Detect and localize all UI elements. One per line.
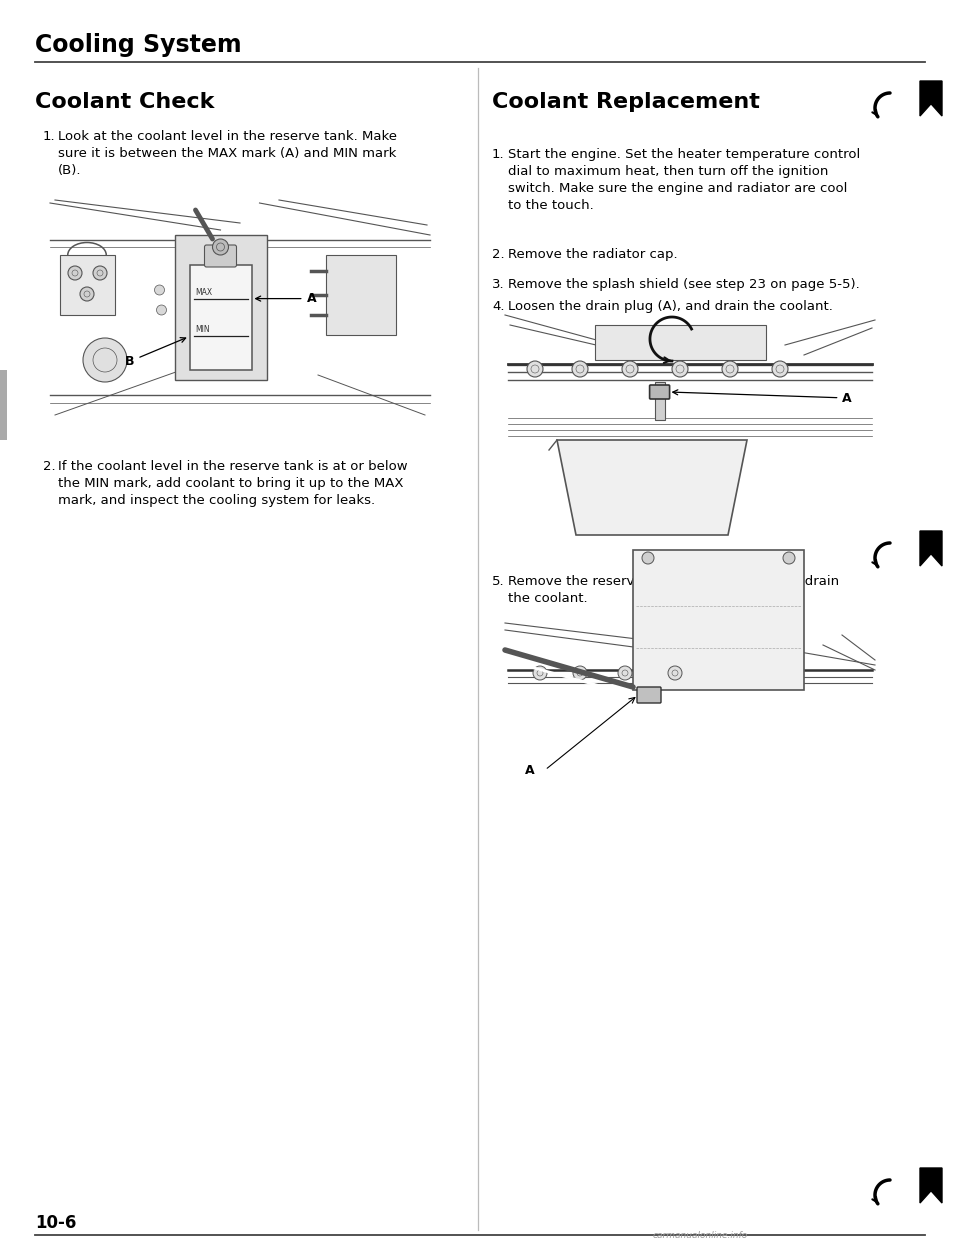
Text: 2.: 2. <box>43 460 56 473</box>
FancyBboxPatch shape <box>175 235 267 380</box>
Text: B: B <box>125 338 185 368</box>
Circle shape <box>155 284 164 296</box>
Text: Coolant Check: Coolant Check <box>35 92 214 112</box>
Circle shape <box>68 266 82 279</box>
Text: Start the engine. Set the heater temperature control
dial to maximum heat, then : Start the engine. Set the heater tempera… <box>508 148 860 212</box>
FancyBboxPatch shape <box>60 255 115 315</box>
Polygon shape <box>920 81 942 116</box>
Circle shape <box>618 666 632 681</box>
Text: 4.: 4. <box>492 301 505 313</box>
Text: Look at the coolant level in the reserve tank. Make
sure it is between the MAX m: Look at the coolant level in the reserve… <box>58 130 397 178</box>
Text: MAX: MAX <box>196 288 213 297</box>
FancyBboxPatch shape <box>189 265 252 370</box>
Polygon shape <box>920 532 942 566</box>
Circle shape <box>80 287 94 301</box>
FancyBboxPatch shape <box>633 550 804 691</box>
Circle shape <box>642 551 654 564</box>
Text: 10-6: 10-6 <box>35 1213 77 1232</box>
Circle shape <box>573 666 587 681</box>
FancyBboxPatch shape <box>500 310 880 550</box>
Circle shape <box>156 306 166 315</box>
Circle shape <box>533 666 547 681</box>
Text: 1.: 1. <box>43 130 56 143</box>
Circle shape <box>668 666 682 681</box>
Circle shape <box>572 361 588 378</box>
Text: 2.: 2. <box>492 248 505 261</box>
Circle shape <box>527 361 543 378</box>
Text: If the coolant level in the reserve tank is at or below
the MIN mark, add coolan: If the coolant level in the reserve tank… <box>58 460 408 507</box>
Text: 3.: 3. <box>492 278 505 291</box>
FancyBboxPatch shape <box>0 370 7 440</box>
Text: Remove the reserve tank drain cap (A), and drain
the coolant.: Remove the reserve tank drain cap (A), a… <box>508 575 839 605</box>
FancyBboxPatch shape <box>637 687 661 703</box>
Circle shape <box>722 361 738 378</box>
Circle shape <box>622 361 638 378</box>
Circle shape <box>672 361 688 378</box>
Text: Remove the splash shield (see step 23 on page 5-5).: Remove the splash shield (see step 23 on… <box>508 278 860 291</box>
Text: Coolant Replacement: Coolant Replacement <box>492 92 760 112</box>
Text: A: A <box>673 390 852 405</box>
Text: Remove the radiator cap.: Remove the radiator cap. <box>508 248 678 261</box>
Circle shape <box>212 238 228 255</box>
FancyBboxPatch shape <box>595 325 766 360</box>
FancyBboxPatch shape <box>204 245 236 267</box>
Text: A: A <box>525 764 535 776</box>
Text: 5.: 5. <box>492 575 505 587</box>
Circle shape <box>783 551 795 564</box>
FancyBboxPatch shape <box>45 195 435 435</box>
Circle shape <box>93 266 107 279</box>
Circle shape <box>772 361 788 378</box>
FancyBboxPatch shape <box>650 385 670 399</box>
Text: Loosen the drain plug (A), and drain the coolant.: Loosen the drain plug (A), and drain the… <box>508 301 833 313</box>
Polygon shape <box>557 440 747 535</box>
Text: MIN: MIN <box>196 325 210 334</box>
FancyBboxPatch shape <box>655 383 664 420</box>
Polygon shape <box>920 1167 942 1203</box>
Text: A: A <box>255 292 316 306</box>
Text: Cooling System: Cooling System <box>35 34 242 57</box>
Text: carmanualonline.info: carmanualonline.info <box>653 1231 748 1240</box>
Text: 1.: 1. <box>492 148 505 161</box>
FancyBboxPatch shape <box>325 255 396 335</box>
Circle shape <box>83 338 127 383</box>
FancyBboxPatch shape <box>500 615 880 845</box>
